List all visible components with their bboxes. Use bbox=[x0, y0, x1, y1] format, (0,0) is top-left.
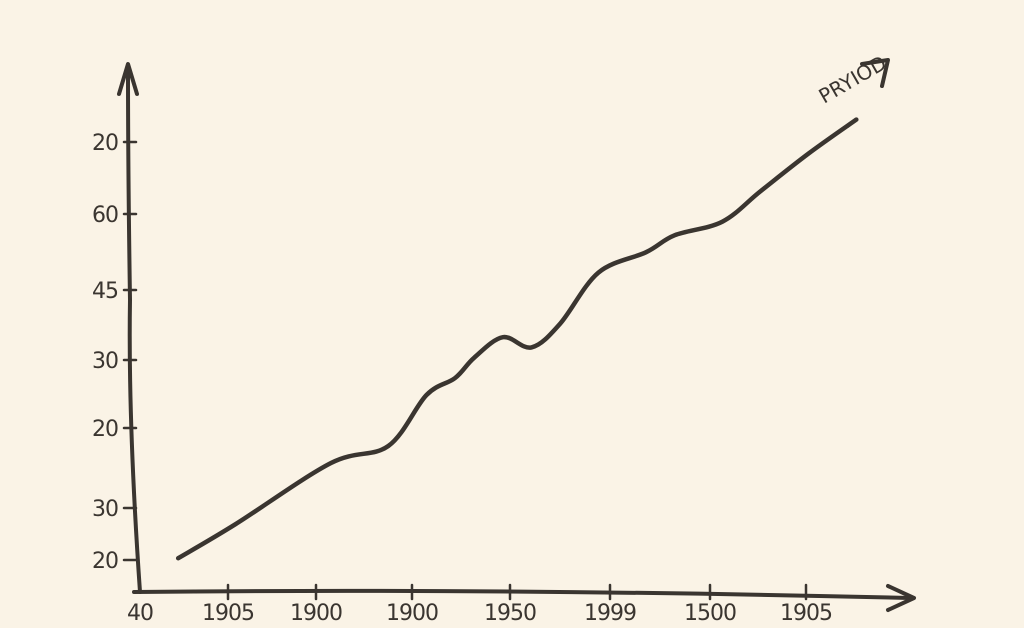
y-tick-label: 20 bbox=[92, 549, 118, 574]
x-axis-arrowhead bbox=[886, 584, 916, 612]
y-tick-label: 30 bbox=[92, 349, 118, 374]
y-tick-label: 45 bbox=[92, 279, 118, 304]
x-tick-label: 1500 bbox=[684, 601, 736, 626]
x-axis-ticks: 40 1905 1900 1900 1950 1999 1500 1905 bbox=[127, 583, 833, 626]
y-axis-line bbox=[126, 68, 142, 594]
x-tick-label: 1905 bbox=[202, 601, 254, 626]
y-tick-label: 20 bbox=[92, 417, 118, 442]
x-tick-label: 1900 bbox=[386, 601, 438, 626]
data-series-line bbox=[175, 117, 859, 561]
y-axis-arrowhead bbox=[117, 62, 139, 96]
x-tick-label: 40 bbox=[127, 601, 153, 626]
x-tick-label: 1905 bbox=[780, 601, 832, 626]
x-axis-line bbox=[132, 588, 912, 600]
y-tick-label: 20 bbox=[92, 131, 118, 156]
x-tick-label: 1950 bbox=[484, 601, 536, 626]
arrow-label: PRYIOD bbox=[815, 51, 891, 109]
y-tick-label: 60 bbox=[92, 203, 118, 228]
x-tick-label: 1999 bbox=[584, 601, 636, 626]
series-arrowhead bbox=[860, 58, 890, 88]
y-tick-label: 30 bbox=[92, 497, 118, 522]
y-axis-ticks: 20 30 20 30 45 60 20 bbox=[92, 131, 138, 574]
x-tick-label: 1900 bbox=[290, 601, 342, 626]
